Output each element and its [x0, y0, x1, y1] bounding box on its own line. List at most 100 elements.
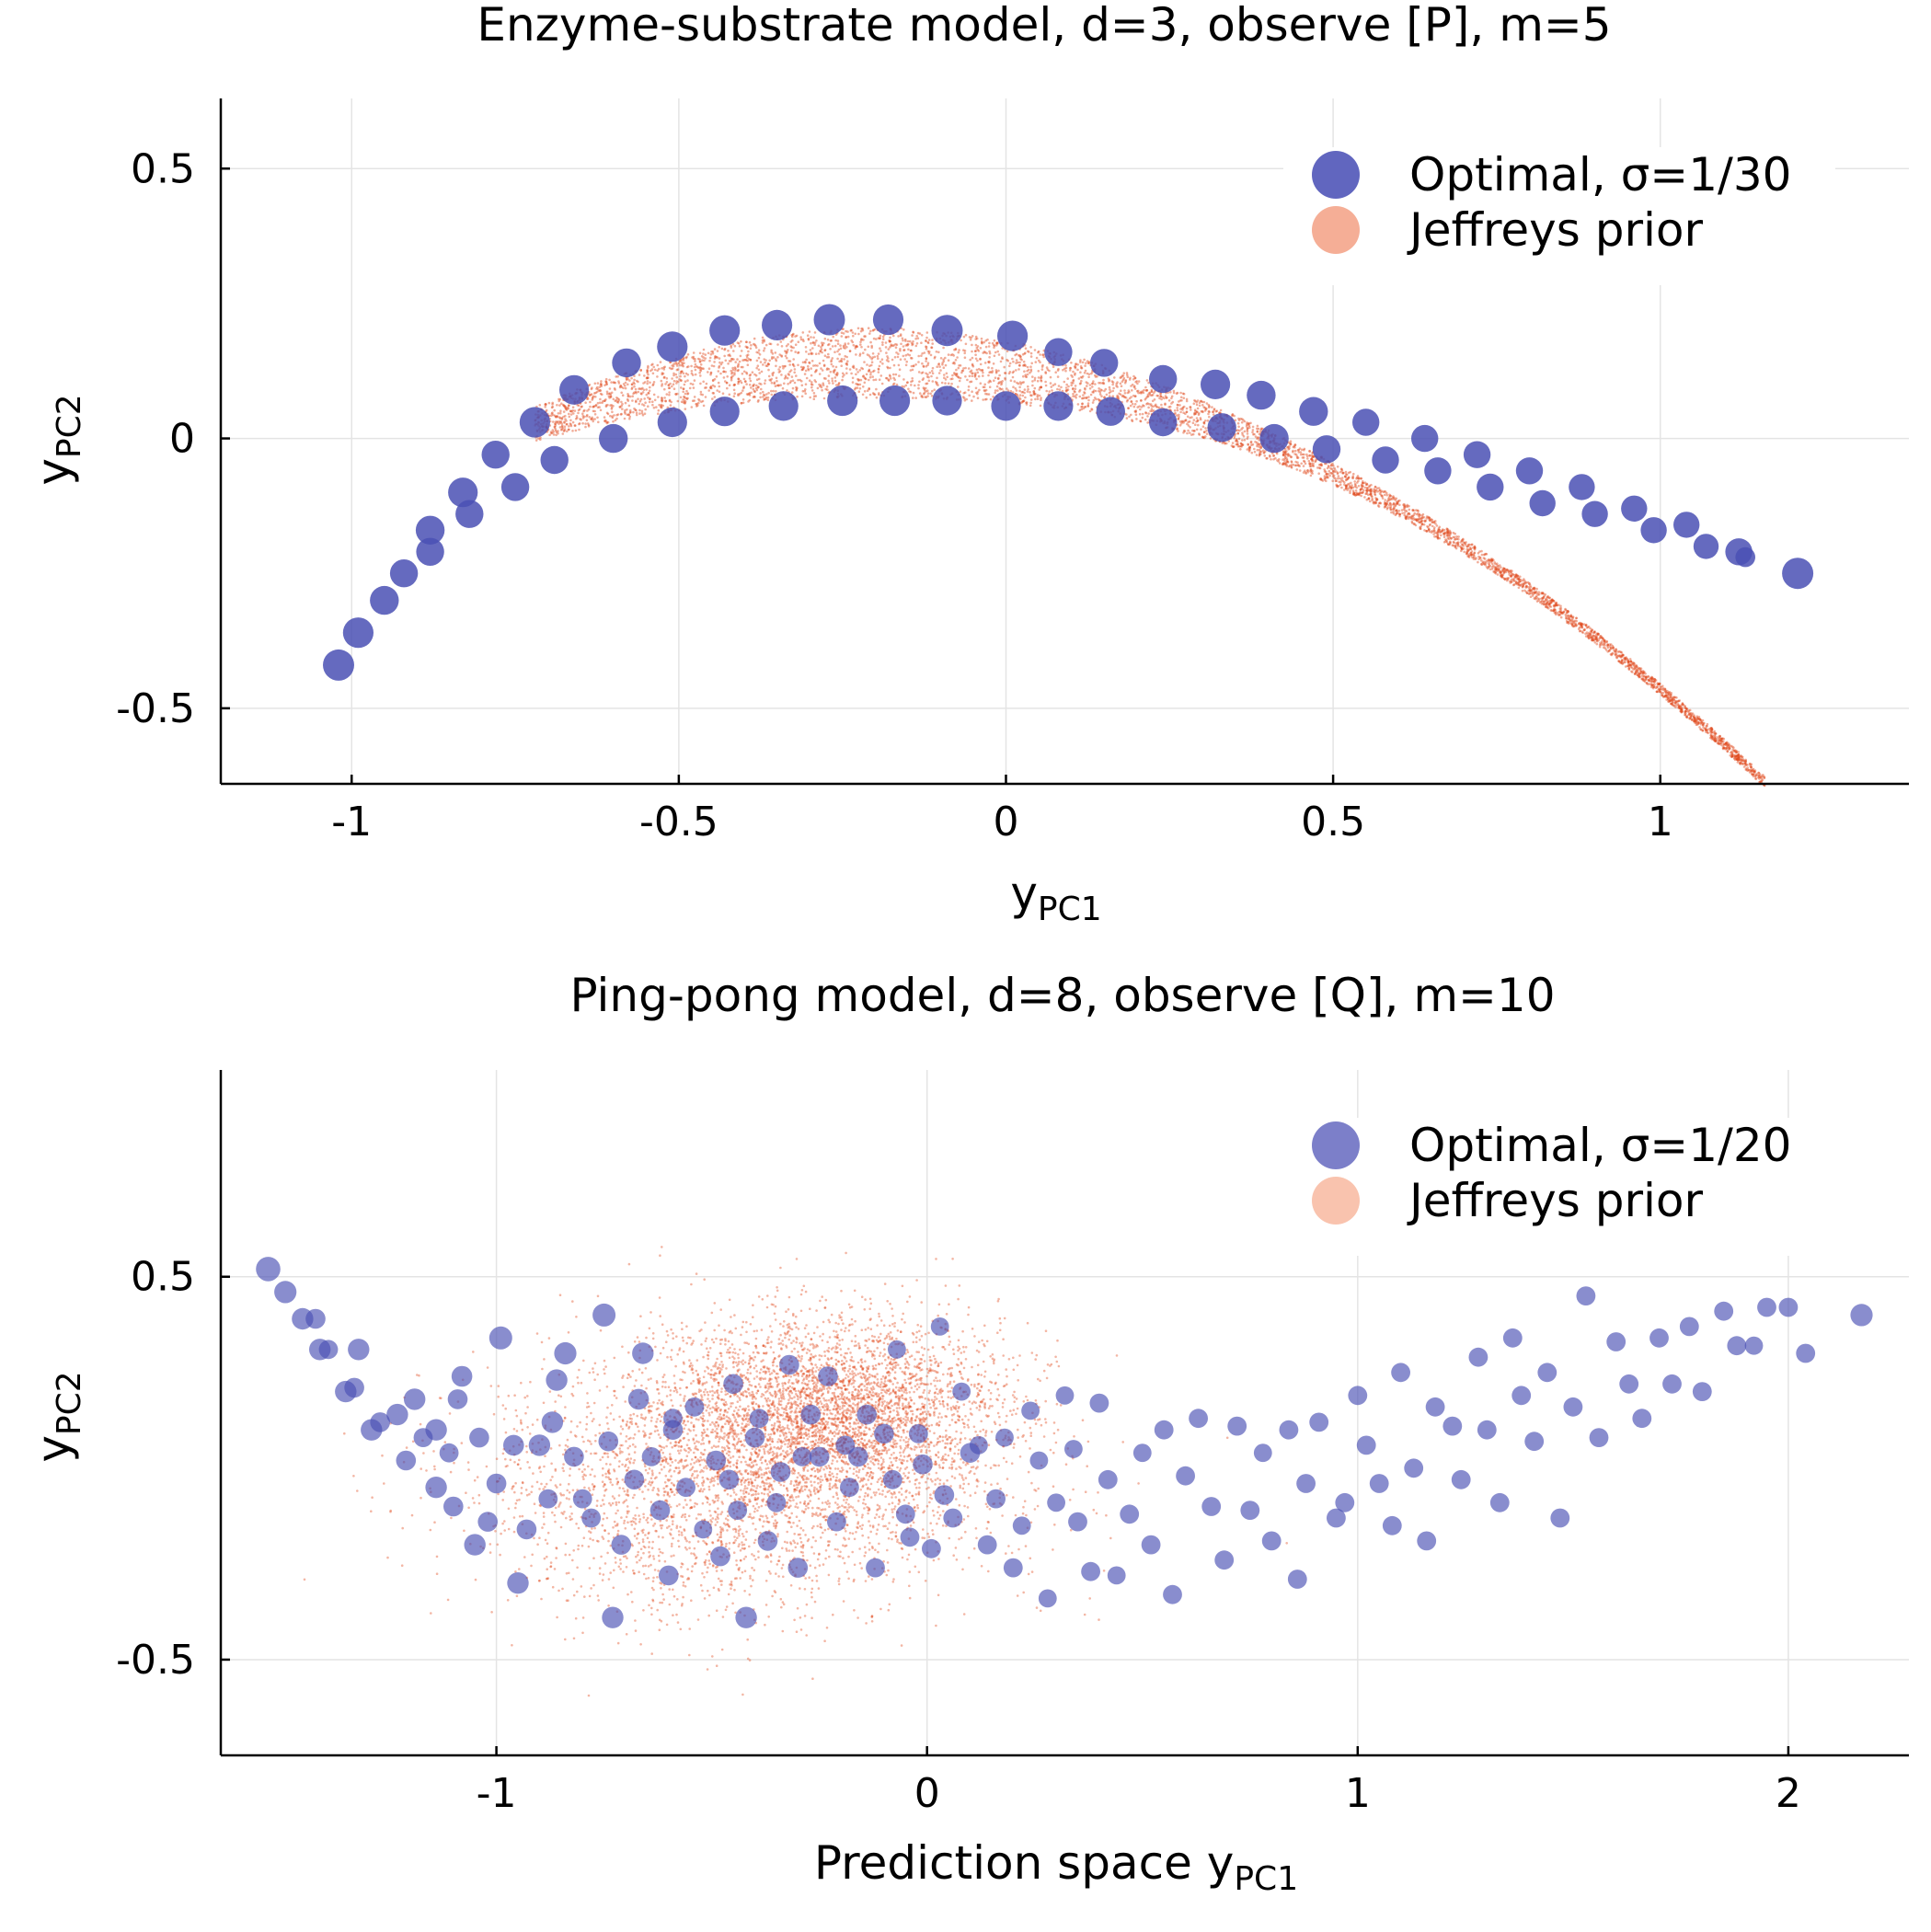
jeffreys-sample: [722, 376, 726, 379]
jeffreys-sample: [1503, 568, 1506, 570]
jeffreys-sample: [1454, 545, 1457, 548]
jeffreys-sample: [926, 373, 929, 376]
jeffreys-sample: [551, 429, 555, 431]
jeffreys-sample: [1669, 699, 1672, 703]
jeffreys-sample: [712, 392, 716, 395]
jeffreys-sample: [893, 356, 897, 359]
jeffreys-sample: [1445, 539, 1448, 542]
jeffreys-sample: [1529, 585, 1533, 589]
jeffreys-sample: [875, 396, 879, 399]
jeffreys-sample: [1719, 737, 1723, 741]
jeffreys-sample: [1384, 505, 1387, 509]
jeffreys-sample: [629, 410, 632, 414]
jeffreys-sample: [1746, 766, 1749, 769]
jeffreys-sample: [1332, 464, 1335, 467]
jeffreys-sample: [1423, 529, 1426, 532]
jeffreys-sample: [1296, 464, 1300, 466]
jeffreys-sample: [1421, 512, 1425, 516]
jeffreys-sample: [768, 359, 771, 362]
jeffreys-sample: [665, 377, 669, 380]
jeffreys-sample: [1067, 385, 1070, 388]
jeffreys-sample: [858, 352, 862, 356]
jeffreys-sample: [1102, 381, 1105, 385]
jeffreys-sample: [1722, 740, 1725, 743]
jeffreys-sample: [589, 400, 592, 404]
jeffreys-sample: [772, 389, 775, 393]
jeffreys-sample: [999, 387, 1002, 391]
jeffreys-sample: [864, 335, 867, 338]
jeffreys-sample: [1283, 454, 1287, 458]
jeffreys-sample: [1472, 553, 1476, 557]
jeffreys-sample: [1138, 412, 1142, 416]
jeffreys-sample: [1070, 362, 1073, 364]
jeffreys-sample: [774, 351, 777, 354]
jeffreys-sample: [1086, 385, 1088, 387]
jeffreys-sample: [1048, 390, 1051, 393]
jeffreys-sample: [874, 378, 878, 382]
jeffreys-sample: [1179, 391, 1182, 395]
jeffreys-sample: [1512, 579, 1515, 581]
jeffreys-sample: [684, 397, 687, 400]
jeffreys-sample: [771, 356, 774, 359]
jeffreys-sample: [1341, 479, 1345, 483]
jeffreys-sample: [915, 335, 918, 338]
jeffreys-sample: [753, 383, 755, 386]
jeffreys-sample: [957, 351, 960, 354]
jeffreys-sample: [834, 384, 838, 386]
jeffreys-sample: [1645, 682, 1649, 684]
jeffreys-sample: [1477, 560, 1479, 564]
jeffreys-sample: [910, 356, 913, 360]
jeffreys-sample: [605, 390, 609, 394]
jeffreys-sample: [677, 380, 680, 384]
jeffreys-sample: [1033, 376, 1037, 380]
jeffreys-sample: [903, 358, 906, 361]
jeffreys-sample: [1425, 529, 1429, 533]
jeffreys-sample: [740, 391, 743, 395]
jeffreys-sample: [1500, 570, 1502, 574]
jeffreys-sample: [1351, 486, 1355, 489]
jeffreys-sample: [1346, 489, 1349, 491]
jeffreys-sample: [724, 380, 727, 383]
jeffreys-sample: [859, 343, 862, 346]
jeffreys-sample: [1029, 365, 1032, 369]
jeffreys-sample: [559, 429, 563, 431]
jeffreys-sample: [763, 349, 765, 352]
jeffreys-sample: [1475, 557, 1477, 559]
jeffreys-sample: [1605, 639, 1609, 643]
jeffreys-sample: [593, 392, 596, 395]
jeffreys-sample: [1555, 603, 1558, 605]
jeffreys-sample: [1674, 701, 1677, 705]
jeffreys-sample: [670, 367, 672, 371]
jeffreys-sample: [1718, 738, 1720, 741]
jeffreys-sample: [1133, 403, 1137, 406]
jeffreys-sample: [1419, 521, 1421, 524]
jeffreys-sample: [693, 379, 696, 382]
jeffreys-sample: [1366, 487, 1369, 489]
jeffreys-sample: [991, 370, 994, 373]
jeffreys-sample: [1127, 407, 1130, 410]
jeffreys-sample: [544, 405, 546, 408]
jeffreys-sample: [808, 362, 811, 364]
jeffreys-sample: [872, 337, 876, 340]
jeffreys-sample: [1408, 517, 1410, 520]
jeffreys-sample: [1189, 406, 1192, 409]
jeffreys-sample: [1469, 547, 1472, 551]
jeffreys-sample: [1393, 498, 1396, 500]
jeffreys-sample: [1557, 604, 1560, 606]
jeffreys-sample: [943, 374, 946, 376]
jeffreys-sample: [910, 384, 913, 386]
jeffreys-sample: [1444, 540, 1447, 543]
jeffreys-sample: [1357, 485, 1361, 488]
jeffreys-sample: [845, 336, 847, 339]
jeffreys-sample: [1392, 512, 1396, 515]
jeffreys-sample: [860, 366, 863, 370]
jeffreys-sample: [638, 402, 640, 406]
jeffreys-sample: [1512, 573, 1516, 577]
jeffreys-sample: [787, 349, 789, 351]
jeffreys-sample: [1364, 483, 1368, 487]
jeffreys-sample: [834, 365, 838, 369]
jeffreys-sample: [1044, 372, 1048, 374]
jeffreys-sample: [1736, 753, 1739, 757]
jeffreys-sample: [1395, 512, 1397, 515]
jeffreys-sample: [750, 386, 753, 389]
